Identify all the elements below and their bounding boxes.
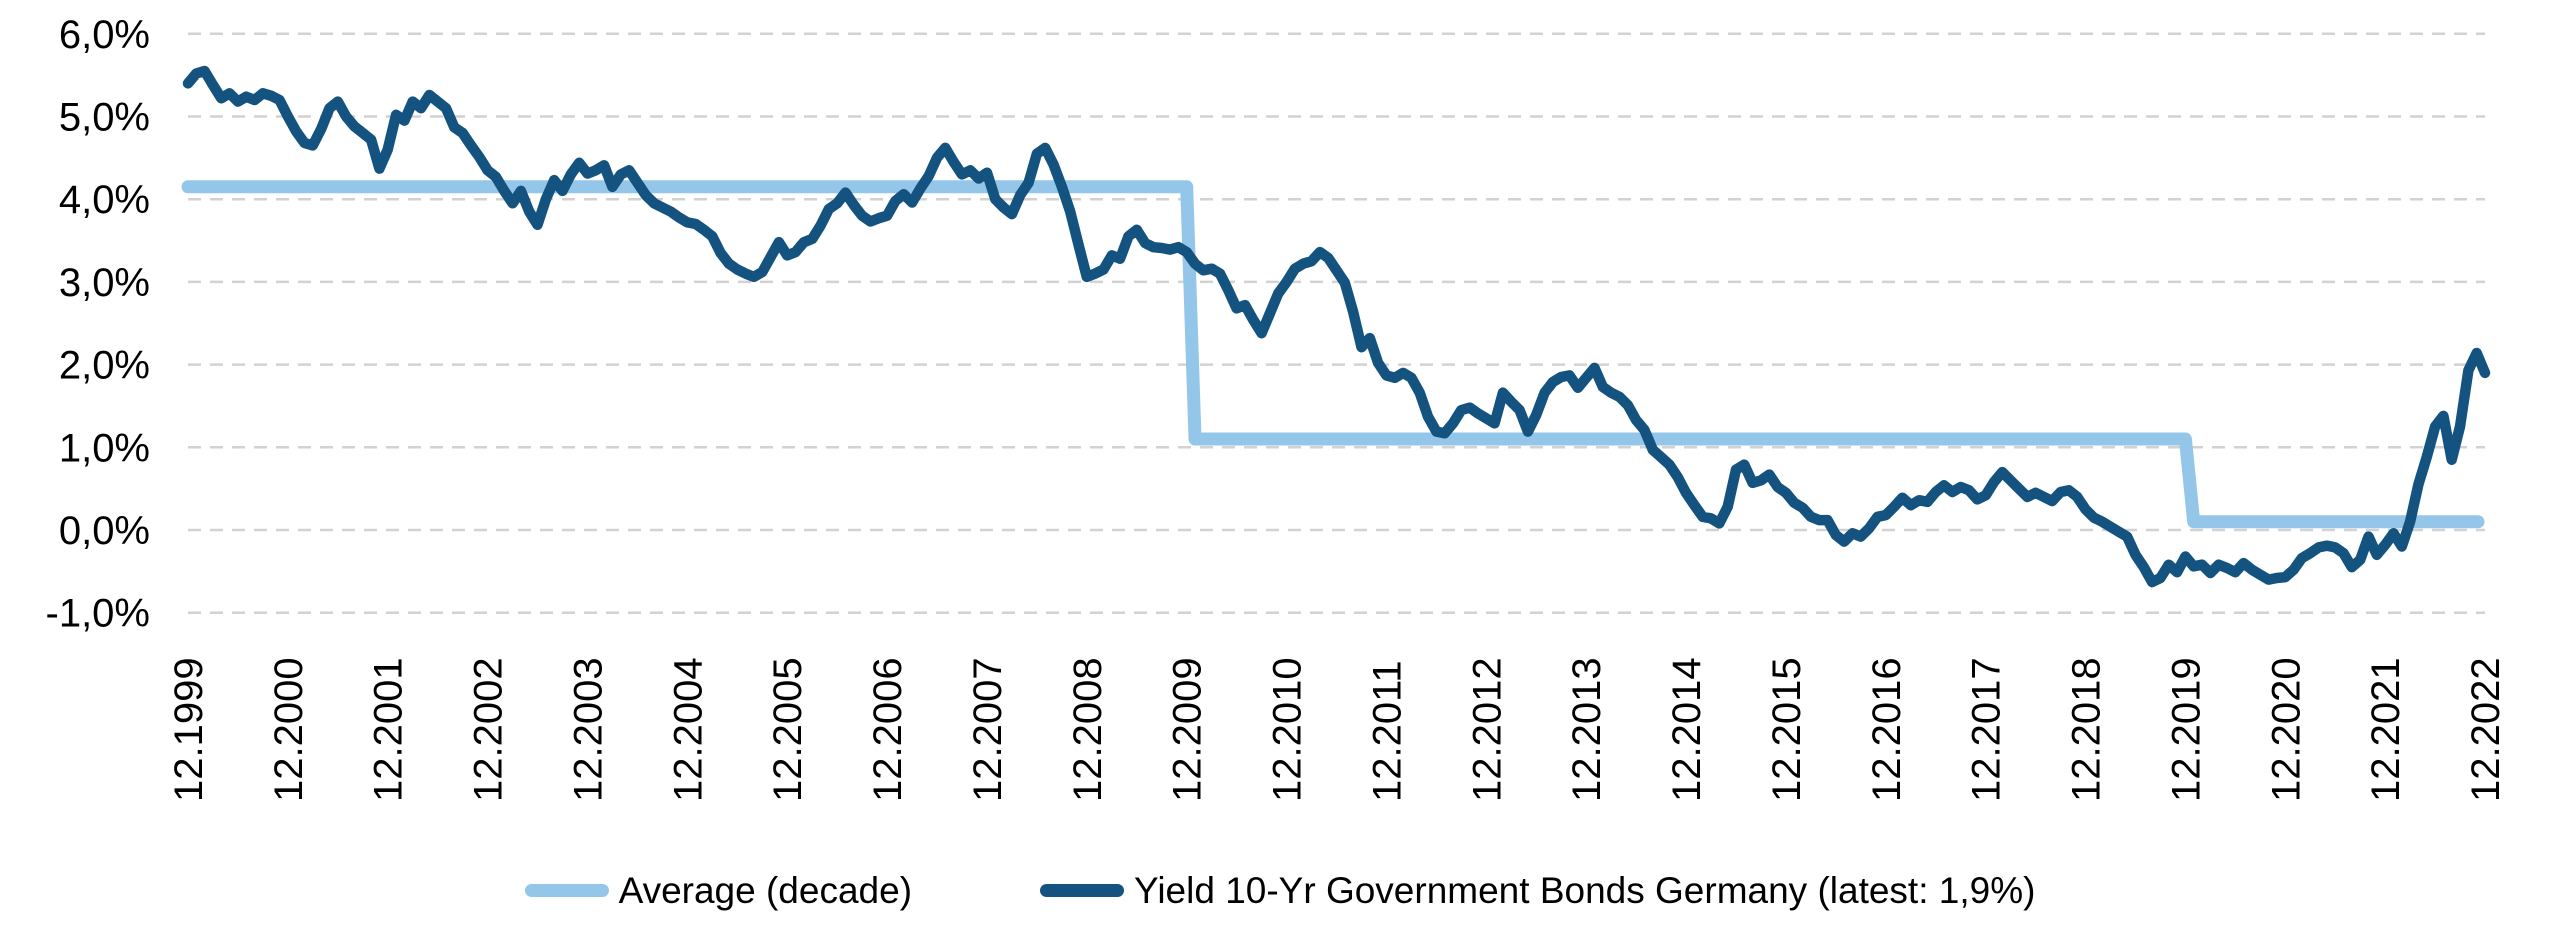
x-tick-label: 12.2004: [666, 657, 710, 802]
x-tick-label: 12.2006: [866, 657, 910, 802]
x-tick-label: 12.1999: [167, 657, 211, 802]
x-tick-label: 12.2007: [966, 657, 1010, 802]
x-tick-label: 12.2021: [2364, 657, 2408, 802]
x-tick-label: 12.2020: [2264, 657, 2308, 802]
legend-label-yield: Yield 10-Yr Government Bonds Germany (la…: [1134, 869, 2036, 911]
average-line: [181, 180, 2485, 529]
x-tick-label: 12.2016: [1865, 657, 1909, 802]
x-tick-label: 12.2018: [2065, 657, 2109, 802]
x-tick-label: 12.2014: [1665, 657, 1709, 802]
y-tick-label: 5,0%: [59, 96, 150, 140]
y-tick-label: 3,0%: [59, 261, 150, 305]
y-tick-label: 4,0%: [59, 178, 150, 222]
x-tick-label: 12.2001: [367, 657, 411, 802]
average-line-swatch: [524, 883, 609, 897]
x-tick-label: 12.2005: [766, 657, 810, 802]
x-tick-label: 12.2010: [1266, 657, 1310, 802]
yield-line: [182, 65, 2491, 588]
legend-item-average: Average (decade): [524, 869, 913, 911]
x-tick-label: 12.2019: [2164, 657, 2208, 802]
legend-label-average: Average (decade): [618, 869, 913, 911]
x-tick-label: 12.2009: [1166, 657, 1210, 802]
x-tick-label: 12.2015: [1765, 657, 1809, 802]
x-tick-label: 12.2002: [467, 657, 511, 802]
x-tick-label: 12.2012: [1465, 657, 1509, 802]
x-tick-label: 12.2008: [1066, 657, 1110, 802]
y-tick-label: 6,0%: [59, 13, 150, 57]
x-tick-label: 12.2017: [1965, 657, 2009, 802]
y-tick-label: 1,0%: [59, 426, 150, 470]
x-tick-label: 12.2003: [566, 657, 610, 802]
y-tick-label: 2,0%: [59, 344, 150, 388]
x-tick-label: 12.2011: [1365, 660, 1409, 802]
y-tick-label: 0,0%: [59, 509, 150, 553]
x-tick-label: 12.2013: [1565, 657, 1609, 802]
x-tick-label: 12.2000: [267, 657, 311, 802]
x-tick-label: 12.2022: [2464, 657, 2508, 802]
legend-item-yield: Yield 10-Yr Government Bonds Germany (la…: [1040, 872, 2035, 909]
y-tick-label: -1,0%: [46, 592, 151, 636]
yield-line-swatch: [1040, 883, 1125, 897]
legend: Average (decade) Yield 10-Yr Government …: [0, 860, 2560, 920]
